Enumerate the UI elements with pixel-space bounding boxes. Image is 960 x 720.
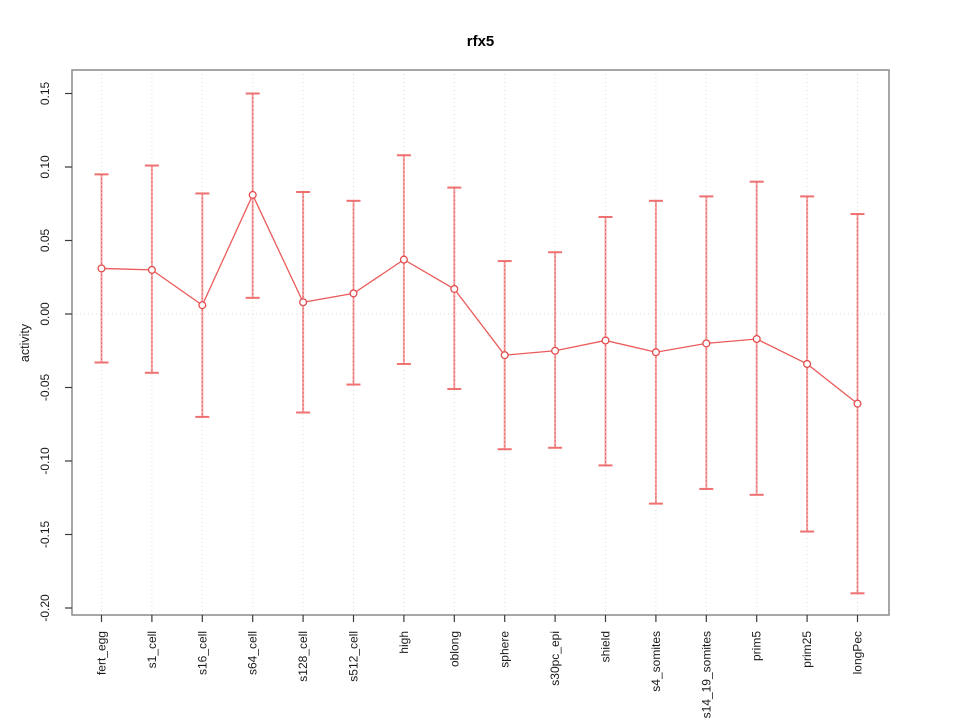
- x-tick-label: longPec: [851, 631, 865, 674]
- x-tick-label: s30pc_epi: [548, 631, 562, 686]
- y-tick-label: 0.05: [38, 228, 52, 252]
- data-point: [399, 255, 408, 264]
- y-tick-label: 0.15: [38, 81, 52, 105]
- data-point: [500, 351, 509, 360]
- data-point: [803, 359, 812, 369]
- x-tick-label: high: [397, 631, 411, 654]
- x-tick-label: prim25: [800, 631, 814, 668]
- x-tick-label: s4_somites: [649, 631, 663, 692]
- data-point: [601, 336, 610, 345]
- series-line: [101, 193, 858, 405]
- data-point: [349, 289, 358, 298]
- data-point: [147, 265, 156, 274]
- y-tick-label: 0.10: [38, 155, 52, 179]
- data-point: [651, 348, 660, 357]
- data-point: [299, 298, 308, 307]
- x-tick-label: s128_cell: [296, 631, 310, 682]
- y-tick-label: 0.00: [38, 302, 52, 326]
- y-tick-label: -0.05: [38, 374, 52, 402]
- x-tick-label: fert_egg: [95, 631, 109, 675]
- y-tick-label: -0.15: [38, 521, 52, 549]
- x-tick-label: s14_19_somites: [699, 631, 713, 718]
- chart-title: rfx5: [466, 33, 495, 50]
- x-tick-label: s1_cell: [145, 631, 159, 668]
- data-point: [248, 190, 257, 199]
- data-point: [551, 346, 560, 355]
- plot-box: [71, 69, 890, 616]
- data-point: [702, 339, 711, 348]
- x-tick-label: shield: [599, 631, 613, 662]
- x-tick-label: s16_cell: [195, 631, 209, 675]
- data-point: [752, 334, 761, 344]
- data-point: [97, 264, 106, 273]
- x-tick-label: sphere: [498, 631, 512, 668]
- x-tick-label: s64_cell: [246, 631, 260, 675]
- x-tick-label: s512_cell: [347, 631, 361, 682]
- data-point: [853, 399, 862, 408]
- data-point: [450, 284, 459, 294]
- y-tick-label: -0.20: [38, 594, 52, 622]
- x-tick-label: oblong: [447, 631, 461, 667]
- data-point: [198, 301, 207, 310]
- x-tick-label: prim5: [750, 631, 764, 661]
- y-tick-label: -0.10: [38, 447, 52, 475]
